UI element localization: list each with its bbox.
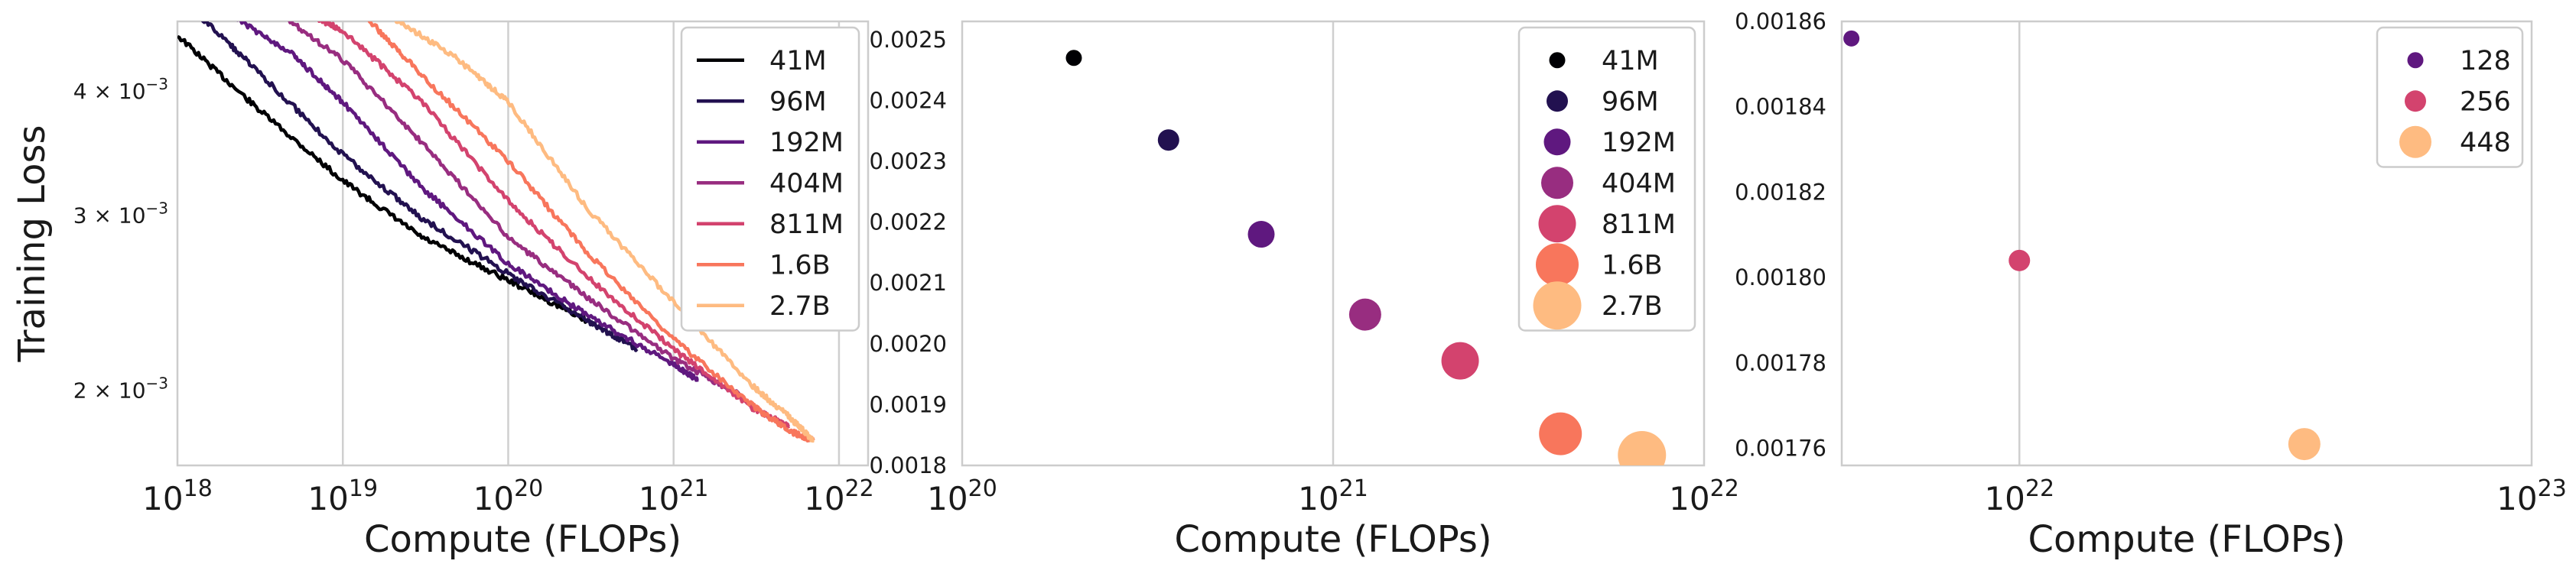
y-tick-label: 0.0023 <box>870 148 947 174</box>
legend: 128 256 448 <box>2376 26 2524 168</box>
series-line-192M <box>236 21 699 382</box>
plot-frame <box>961 20 1706 467</box>
y-tick-label: 0.0020 <box>870 331 947 357</box>
legend-label: 1.6B <box>1602 250 1663 280</box>
y-tick-label: 0.0021 <box>870 270 947 296</box>
legend-swatch-192M <box>1543 128 1571 156</box>
chart-panel-3: 1022 1023 0.00176 0.00178 0.00180 0.00182 0.00… <box>1735 8 2567 561</box>
legend-label: 2.7B <box>769 291 831 322</box>
plot-area <box>1065 50 1667 465</box>
scatter-point-811M <box>1441 342 1479 380</box>
legend-swatch-256 <box>2405 90 2426 112</box>
scatter-point-96M <box>1157 129 1179 151</box>
legend-box <box>680 26 860 332</box>
legend-label: 811M <box>769 209 844 240</box>
y-tick-label: 0.00180 <box>1735 264 1826 290</box>
scatter-point-256 <box>2008 249 2031 271</box>
x-axis-label: Compute (FLOPs) <box>2028 518 2345 561</box>
y-tick-label: 0.00176 <box>1735 436 1826 462</box>
scatter-point-1.6B <box>1539 412 1582 455</box>
y-tick-label: 0.0022 <box>870 209 947 235</box>
chart-panel-1: 1018 1019 1020 1021 1022 4 × 10−3 3 × 10−3 2 × … <box>11 20 874 561</box>
x-tick-label: 1019 <box>307 475 378 517</box>
series-line-41M <box>177 34 589 324</box>
legend-label: 41M <box>1602 46 1659 76</box>
scatter-point-448 <box>2288 428 2321 461</box>
y-tick-label: 0.0019 <box>870 391 947 417</box>
series-line-96M <box>201 21 639 352</box>
legend-swatch-404M <box>1541 167 1573 199</box>
legend: 41M 96M 192M 404M 811M 1.6B 2.7B <box>1517 26 1696 332</box>
y-tick-label: 0.0024 <box>870 87 947 113</box>
legend-label: 2.7B <box>1602 291 1663 322</box>
legend-swatch-96M <box>1547 90 1568 112</box>
x-tick-label: 1022 <box>1984 475 2054 517</box>
y-tick-label: 0.0018 <box>870 452 947 478</box>
series-line-2.7B <box>394 21 815 443</box>
y-tick-label: 4 × 10−3 <box>73 75 168 104</box>
legend-label: 448 <box>2460 128 2511 158</box>
legend-label: 128 <box>2460 46 2511 76</box>
x-tick-label: 1022 <box>804 475 874 517</box>
chart-panel-2: 1020 1021 1022 0.0018 0.0019 0.0020 0.0021 0.00… <box>870 20 1739 561</box>
plot-frame <box>176 20 870 467</box>
y-tick-label: 0.0025 <box>870 27 947 53</box>
legend-swatch-448 <box>2399 125 2431 158</box>
legend-swatch-128 <box>2407 52 2424 69</box>
legend-label: 404M <box>1602 168 1676 199</box>
x-tick-label: 1023 <box>2496 475 2567 517</box>
y-tick-label: 3 × 10−3 <box>73 199 168 229</box>
y-tick-label: 0.00182 <box>1735 179 1826 205</box>
x-axis-label: Compute (FLOPs) <box>1174 518 1491 561</box>
plot-area <box>177 21 815 443</box>
y-tick-label: 2 × 10−3 <box>73 374 168 404</box>
scatter-point-404M <box>1348 298 1381 331</box>
legend-label: 41M <box>769 46 827 76</box>
legend-swatch-1.6B <box>1536 243 1579 287</box>
scatter-point-41M <box>1065 50 1082 66</box>
legend-swatch-41M <box>1549 52 1566 69</box>
x-axis-label: Compute (FLOPs) <box>364 518 681 561</box>
plot-frame <box>1840 20 2533 467</box>
legend-swatch-811M <box>1538 205 1576 243</box>
x-tick-label: 1020 <box>473 475 544 517</box>
legend-label: 192M <box>1602 128 1676 158</box>
scatter-point-192M <box>1247 221 1275 248</box>
legend-swatch-2.7B <box>1533 281 1582 330</box>
y-tick-label: 0.00178 <box>1735 350 1826 376</box>
scatter-point-2.7B <box>1618 430 1667 465</box>
legend-label: 192M <box>769 128 844 158</box>
x-tick-label: 1021 <box>639 475 709 517</box>
legend-label: 404M <box>769 168 844 199</box>
y-tick-label: 0.00186 <box>1735 8 1826 34</box>
legend-label: 96M <box>769 86 827 117</box>
legend-label: 1.6B <box>769 250 831 280</box>
y-tick-label: 0.00184 <box>1735 94 1826 120</box>
x-tick-label: 1021 <box>1298 475 1368 517</box>
y-axis-label: Training Loss <box>11 125 54 363</box>
series-line-1.6B <box>366 21 815 443</box>
scatter-point-128 <box>1843 30 1860 47</box>
legend-label: 256 <box>2460 86 2511 117</box>
x-tick-label: 1022 <box>1669 475 1739 517</box>
x-tick-label: 1018 <box>142 475 213 517</box>
legend: 41M 96M 192M 404M 811M 1.6B 2.7B <box>680 26 860 332</box>
x-tick-label: 1020 <box>927 475 997 517</box>
legend-label: 96M <box>1602 86 1659 117</box>
plot-area <box>1843 30 2321 461</box>
series-line-404M <box>288 21 741 396</box>
legend-label: 811M <box>1602 209 1676 240</box>
